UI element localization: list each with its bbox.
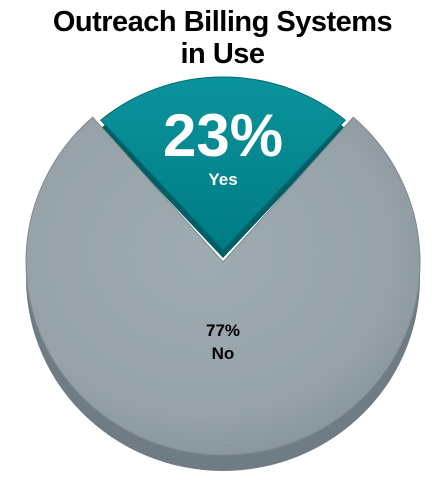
pie-slice-yes bbox=[99, 76, 347, 251]
pie-slice-no bbox=[25, 116, 421, 456]
pie-value-label-yes: 23% bbox=[163, 102, 283, 169]
pie-category-label-no: No bbox=[212, 344, 235, 363]
chart-title-line-2: in Use bbox=[180, 38, 265, 70]
chart-title: Outreach Billing Systems in Use bbox=[0, 6, 445, 70]
pie-value-label-no: 77% bbox=[206, 321, 240, 340]
pie-category-label-yes: Yes bbox=[208, 170, 237, 189]
chart-title-line-1: Outreach Billing Systems bbox=[52, 6, 393, 38]
